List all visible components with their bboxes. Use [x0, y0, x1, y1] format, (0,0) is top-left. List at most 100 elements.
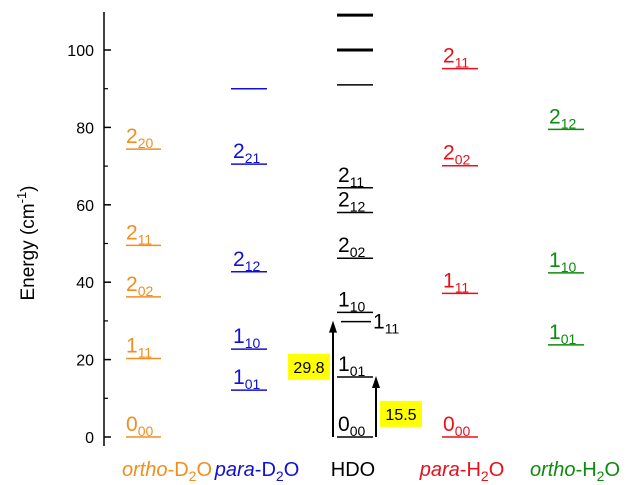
level-label-main: 2 [126, 273, 138, 296]
y-axis-label-main: Energy (cm [18, 203, 39, 300]
column-label-post: O [196, 459, 212, 481]
level-label-main: 2 [338, 234, 350, 257]
level-label-main: 1 [126, 334, 138, 357]
level-label-sub: 10 [350, 298, 366, 314]
level-label-main: 1 [233, 366, 245, 389]
energy-level-label-ortho_h2o: 101 [549, 321, 576, 347]
column-label-sub: 2 [189, 468, 197, 484]
level-label-sub: 01 [350, 363, 366, 379]
energy-level-label-para_h2o: 211 [443, 45, 469, 71]
level-label-sub: 02 [138, 283, 154, 299]
energy-level-label-para_h2o: 000 [443, 413, 470, 439]
level-label-sub: 11 [455, 279, 470, 295]
y-axis-label-sup: -1 [14, 192, 29, 204]
column-label-mid: -H [576, 459, 597, 481]
energy-level-label-hdo: 110 [338, 288, 365, 314]
y-tick-label: 20 [76, 353, 94, 370]
energy-level-label-ortho_d2o: 000 [126, 413, 153, 439]
level-label-sub: 02 [350, 244, 366, 260]
level-label-sub: 02 [455, 152, 471, 168]
energy-level-label-ortho_d2o: 220 [126, 125, 153, 151]
column-label-mid: HDO [331, 459, 375, 481]
level-label-main: 2 [443, 142, 455, 165]
column-label-hdo: HDO [331, 459, 375, 481]
transition-label: 29.8 [293, 360, 324, 377]
level-label-sub: 11 [385, 321, 400, 337]
y-axis-label-end: ) [18, 185, 39, 191]
level-label-sub: 21 [245, 150, 261, 166]
level-label-sub: 00 [455, 423, 471, 439]
energy-level-label-ortho_d2o: 111 [126, 334, 152, 360]
column-label-para_d2o: para-D2O [214, 459, 300, 484]
energy-level-label-hdo: 211 [338, 164, 364, 190]
level-label-main: 0 [338, 413, 350, 436]
energy-level-label-ortho_h2o: 110 [549, 249, 576, 275]
energy-level-label-para_d2o: 110 [233, 325, 260, 351]
level-label-main: 1 [443, 269, 455, 292]
level-label-sub: 12 [350, 199, 366, 215]
column-label-ortho_h2o: ortho-H2O [530, 459, 620, 484]
level-label-main: 1 [549, 249, 561, 272]
level-label-sub: 11 [455, 55, 470, 71]
column-label-pre: para [214, 459, 255, 481]
energy-level-label-hdo: 212 [338, 189, 365, 215]
level-label-main: 1 [338, 353, 350, 376]
energy-level-label-para_d2o: 101 [233, 366, 260, 392]
level-label-main: 1 [549, 321, 561, 344]
level-label-main: 2 [443, 45, 455, 68]
y-axis: 0 20 40 60 80 100 Energy (cm-1) [14, 12, 111, 447]
column-label-post: O [284, 459, 300, 481]
column-label-sub: 2 [276, 468, 284, 484]
transitions: 29.8 15.5 [288, 320, 422, 437]
transition-label: 15.5 [385, 407, 416, 424]
transition-label-highlight [288, 353, 330, 380]
y-axis-label: Energy (cm-1) [14, 185, 39, 300]
level-label-sub: 01 [245, 376, 261, 392]
level-label-sub: 10 [245, 335, 261, 351]
column-label-mid: -H [460, 459, 481, 481]
level-label-main: 2 [233, 140, 245, 163]
level-label-sub: 11 [350, 174, 365, 190]
transition-arrow-head [329, 320, 337, 333]
energy-level-label-para_h2o: 202 [443, 142, 470, 168]
level-label-main: 2 [233, 248, 245, 271]
energy-level-label-hdo: 000 [338, 413, 365, 439]
level-label-main: 0 [126, 413, 138, 436]
energy-level-label-ortho_d2o: 211 [126, 221, 152, 247]
energy-level-label-hdo: 202 [338, 234, 365, 260]
column-label-mid: -D [255, 459, 276, 481]
column-label-para_h2o: para-H2O [419, 459, 505, 484]
y-tick-label: 100 [67, 43, 94, 60]
level-label-sub: 00 [138, 423, 154, 439]
transition-arrow-head [372, 376, 380, 389]
y-tick-label: 80 [76, 120, 94, 137]
level-label-sub: 20 [138, 135, 154, 151]
y-tick-label: 60 [76, 198, 94, 215]
energy-level-side-label-hdo: 111 [373, 311, 399, 337]
level-label-sub: 12 [245, 258, 261, 274]
level-label-main: 1 [338, 288, 350, 311]
level-label-sub: 11 [138, 344, 153, 360]
y-tick-label: 40 [76, 275, 94, 292]
energy-level-label-hdo: 101 [338, 353, 365, 379]
level-label-main: 1 [373, 311, 385, 334]
level-label-main: 2 [126, 221, 138, 244]
level-label-sub: 10 [561, 259, 577, 275]
column-label-ortho_d2o: ortho-D2O [122, 459, 212, 484]
energy-level-label-ortho_h2o: 212 [549, 105, 576, 131]
energy-levels: 0001112022112201011102122210001011102022… [126, 13, 584, 439]
y-tick-label: 0 [85, 430, 94, 447]
level-label-main: 1 [233, 325, 245, 348]
energy-level-label-ortho_d2o: 202 [126, 273, 153, 299]
level-label-sub: 00 [350, 423, 366, 439]
column-label-post: O [489, 459, 505, 481]
level-label-sub: 12 [561, 115, 577, 131]
level-label-main: 0 [443, 413, 455, 436]
level-label-main: 2 [338, 189, 350, 212]
transition-label-highlight [380, 400, 422, 427]
energy-level-label-para_d2o: 212 [233, 248, 260, 274]
column-label-sub: 2 [481, 468, 489, 484]
energy-level-label-para_h2o: 111 [443, 269, 469, 295]
level-label-main: 2 [549, 105, 561, 128]
